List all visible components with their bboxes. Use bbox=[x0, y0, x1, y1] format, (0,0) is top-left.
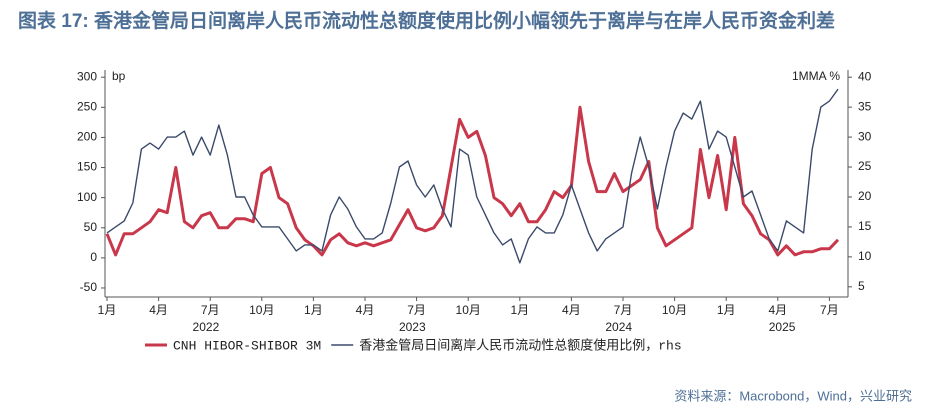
x-tick-label: 7月 bbox=[614, 303, 633, 317]
x-tick-label: 4月 bbox=[562, 303, 581, 317]
x-tick-label: 1月 bbox=[304, 303, 323, 317]
y-tick-label: 300 bbox=[77, 69, 97, 83]
y-unit: bp bbox=[112, 69, 126, 83]
x-tick-label: 1月 bbox=[717, 303, 736, 317]
y-tick-label: 50 bbox=[84, 220, 98, 234]
y2-tick-label: 15 bbox=[858, 219, 872, 233]
y2-tick-label: 30 bbox=[858, 129, 872, 143]
y2-unit: 1MMA % bbox=[792, 69, 840, 83]
y2-tick-label: 40 bbox=[858, 69, 872, 83]
legend-label: CNH HIBOR-SHIBOR 3M bbox=[173, 338, 321, 353]
x-tick-label: 4月 bbox=[149, 303, 168, 317]
x-tick-label: 7月 bbox=[201, 303, 220, 317]
series-line bbox=[105, 105, 840, 257]
x-tick-label: 4月 bbox=[356, 303, 375, 317]
y-tick-label: 250 bbox=[77, 100, 97, 114]
year-label: 2024 bbox=[605, 320, 632, 334]
year-label: 2023 bbox=[399, 320, 426, 334]
x-tick-label: 4月 bbox=[768, 303, 787, 317]
y-tick-label: 150 bbox=[77, 160, 97, 174]
chart-title: 图表 17: 香港金管局日间离岸人民币流动性总额度使用比例小幅领先于离岸与在岸人… bbox=[18, 9, 835, 32]
y-tick-label: -50 bbox=[80, 280, 98, 294]
y2-tick-label: 20 bbox=[858, 189, 872, 203]
x-tick-label: 7月 bbox=[407, 303, 426, 317]
year-label: 2022 bbox=[193, 320, 220, 334]
y2-tick-label: 10 bbox=[858, 249, 872, 263]
source: 资料来源：Macrobond，Wind，兴业研究 bbox=[674, 388, 912, 403]
x-tick-label: 10月 bbox=[662, 303, 687, 317]
y-tick-label: 100 bbox=[77, 190, 97, 204]
y-tick-label: 200 bbox=[77, 130, 97, 144]
series-line bbox=[106, 88, 839, 264]
year-label: 2025 bbox=[769, 320, 796, 334]
x-tick-label: 1月 bbox=[510, 303, 529, 317]
x-tick-label: 7月 bbox=[820, 303, 839, 317]
x-tick-label: 10月 bbox=[456, 303, 481, 317]
x-tick-label: 1月 bbox=[98, 303, 117, 317]
y2-tick-label: 25 bbox=[858, 159, 872, 173]
x-tick-label: 10月 bbox=[249, 303, 274, 317]
y2-tick-label: 35 bbox=[858, 99, 872, 113]
legend-label: 香港金管局日间离岸人民币流动性总额度使用比例，rhs bbox=[359, 337, 681, 353]
y2-tick-label: 5 bbox=[858, 279, 865, 293]
y-tick-label: 0 bbox=[90, 250, 97, 264]
